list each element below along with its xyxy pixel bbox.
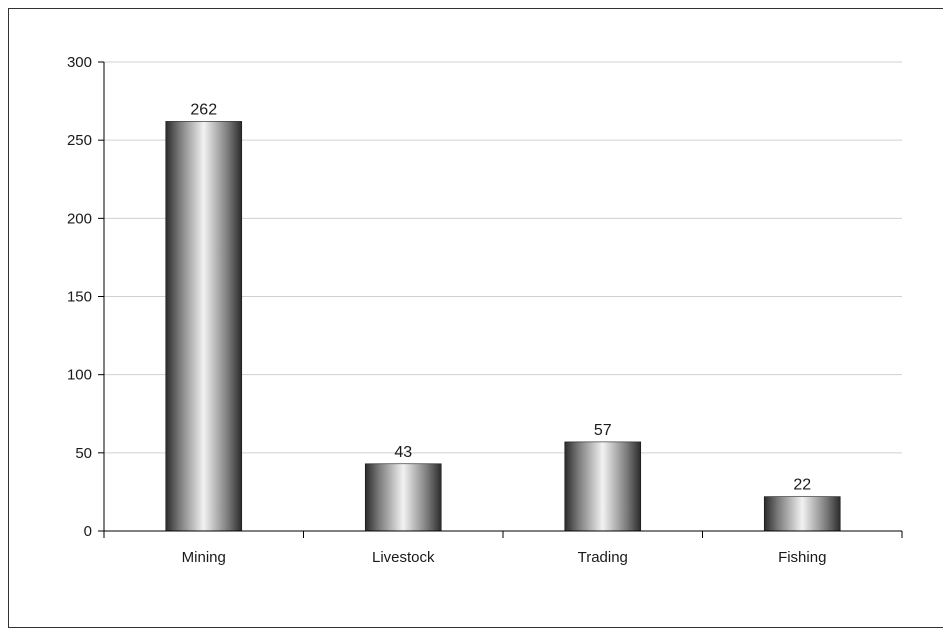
bar-chart: 0 50 100 150 200 250 300 262 Mining 43 Livestock 57… <box>67 54 903 566</box>
y-tick-label-0: 0 <box>84 523 92 540</box>
bars <box>165 121 841 532</box>
y-tick-label-300: 300 <box>67 54 92 71</box>
y-tick-label-150: 150 <box>67 289 92 306</box>
data-label-livestock: 43 <box>394 444 412 461</box>
labels: 0 50 100 150 200 250 300 262 Mining 43 Livestock 57… <box>67 54 826 566</box>
y-tick-label-200: 200 <box>67 210 92 227</box>
y-tick-label-100: 100 <box>67 367 92 384</box>
x-tick-label-mining: Mining <box>182 549 226 566</box>
bar-fishing <box>763 496 841 532</box>
data-label-trading: 57 <box>594 422 612 439</box>
bar-livestock <box>364 463 442 532</box>
data-label-mining: 262 <box>190 101 217 118</box>
y-tick-label-250: 250 <box>67 132 92 149</box>
axes <box>98 61 903 538</box>
x-tick-label-fishing: Fishing <box>778 549 826 566</box>
x-tick-label-trading: Trading <box>578 549 628 566</box>
y-tick-label-50: 50 <box>75 445 92 462</box>
x-tick-label-livestock: Livestock <box>372 549 435 566</box>
bar-mining <box>165 121 243 532</box>
data-label-fishing: 22 <box>793 477 811 494</box>
bar-trading <box>564 441 642 532</box>
